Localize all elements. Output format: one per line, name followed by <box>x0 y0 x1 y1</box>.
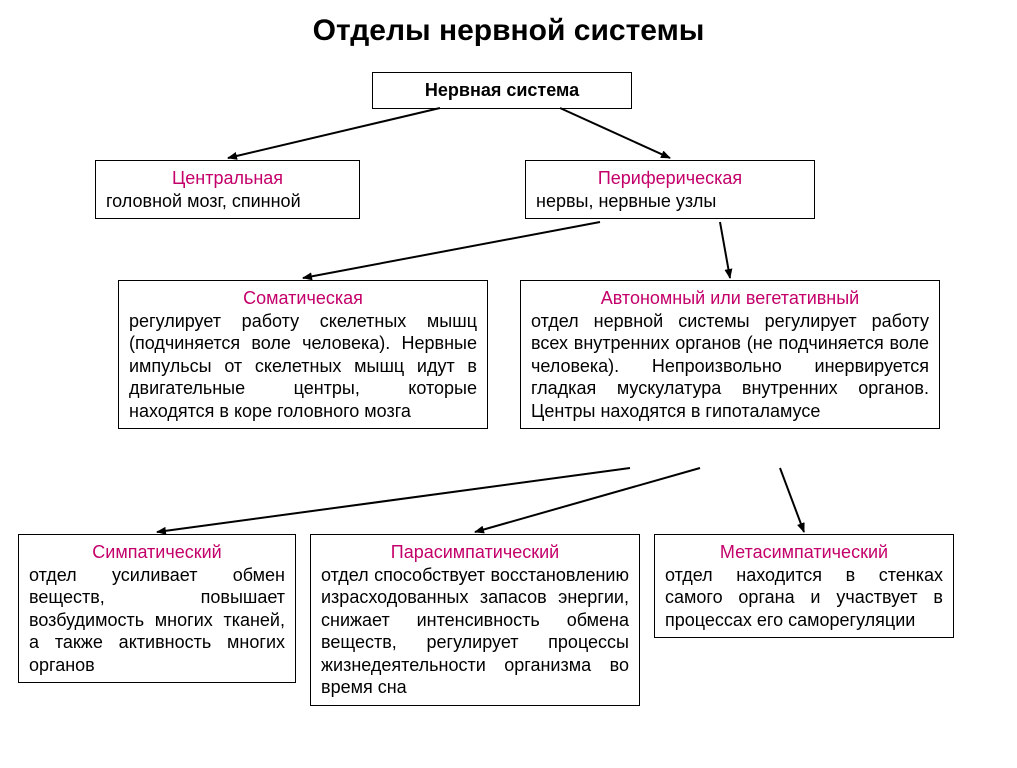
edge-arrow <box>780 468 804 532</box>
node-body: отдел способствует восстановлению израсх… <box>321 564 629 699</box>
node-heading: Соматическая <box>129 287 477 310</box>
node-parasympathetic: Парасимпатический отдел способствует вос… <box>310 534 640 706</box>
node-heading: Симпатический <box>29 541 285 564</box>
node-body: отдел усиливает обмен веществ, повышает … <box>29 564 285 677</box>
node-autonomic: Автономный или вегетативный отдел нервно… <box>520 280 940 429</box>
node-body: головной мозг, спинной <box>106 190 349 213</box>
node-body: отдел нервной системы регулирует работу … <box>531 310 929 423</box>
edge-arrow <box>157 468 630 532</box>
node-body: отдел находится в стенках самого органа … <box>665 564 943 632</box>
node-sympathetic: Симпатический отдел усиливает обмен веще… <box>18 534 296 683</box>
edge-arrow <box>560 108 670 158</box>
edge-arrow <box>228 108 440 158</box>
node-heading: Метасимпатический <box>665 541 943 564</box>
edge-arrow <box>720 222 730 278</box>
node-heading: Автономный или вегетативный <box>531 287 929 310</box>
node-heading: Центральная <box>106 167 349 190</box>
node-somatic: Соматическая регулирует работу скелетных… <box>118 280 488 429</box>
edge-arrow <box>303 222 600 278</box>
node-root: Нервная система <box>372 72 632 109</box>
page-title: Отделы нервной системы <box>0 14 1017 48</box>
node-metasympathetic: Метасимпатический отдел находится в стен… <box>654 534 954 638</box>
node-peripheral: Периферическая нервы, нервные узлы <box>525 160 815 219</box>
node-body: нервы, нервные узлы <box>536 190 804 213</box>
node-heading: Периферическая <box>536 167 804 190</box>
node-central: Центральная головной мозг, спинной <box>95 160 360 219</box>
edge-arrow <box>475 468 700 532</box>
node-heading: Нервная система <box>383 79 621 102</box>
node-body: регулирует работу скелетных мышц (подчин… <box>129 310 477 423</box>
node-heading: Парасимпатический <box>321 541 629 564</box>
